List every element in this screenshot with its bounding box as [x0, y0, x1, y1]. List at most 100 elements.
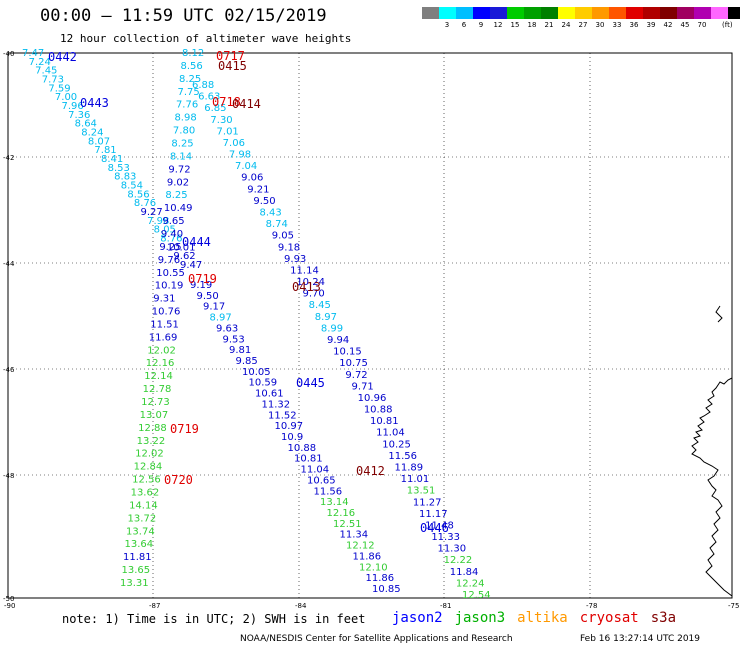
legend-label: 33	[612, 21, 622, 29]
swh-value: 8.07	[88, 136, 110, 147]
color-scale-legend	[422, 7, 740, 19]
swh-value: 10.15	[333, 347, 362, 358]
swh-value: 12.78	[143, 384, 172, 395]
pass-label-0442: 0442	[48, 50, 77, 64]
swh-value: 11.27	[413, 497, 442, 508]
swh-value: 10.76	[152, 307, 181, 318]
swh-value: 9.19	[190, 280, 212, 291]
swh-value: 12.73	[141, 397, 170, 408]
legend-swatch	[609, 7, 626, 19]
swh-value: 9.27	[141, 207, 163, 218]
swh-value: 10.85	[372, 584, 401, 595]
swh-value: 11.56	[388, 451, 417, 462]
swh-value: 8.53	[108, 163, 130, 174]
swh-value: 11.56	[314, 486, 343, 497]
swh-value: 8.45	[309, 300, 331, 311]
pass-label-0719: 0719	[170, 422, 199, 436]
longitude-label: -78	[586, 602, 597, 610]
legend-swatch	[456, 7, 473, 19]
swh-value: 13.65	[122, 565, 151, 576]
swh-value: 8.76	[160, 234, 182, 245]
legend-label: 27	[578, 21, 588, 29]
swh-value: 8.43	[260, 208, 282, 219]
swh-value: 11.81	[123, 552, 152, 563]
pass-label-0443: 0443	[80, 96, 109, 110]
swh-value: 9.76	[158, 255, 180, 266]
legend-swatch	[728, 7, 740, 19]
swh-value: 8.41	[101, 154, 123, 165]
swh-value: 7.98	[147, 216, 169, 227]
swh-value: 11.48	[425, 520, 454, 531]
pass-label-0445: 0445	[296, 376, 325, 390]
swh-value: 7.76	[176, 100, 198, 111]
swh-value: 9.71	[352, 381, 374, 392]
swh-value: 10.01	[167, 242, 196, 253]
generated-timestamp: Feb 16 13:27:14 UTC 2019	[580, 634, 700, 644]
swh-value: 11.04	[301, 465, 330, 476]
swh-value: 8.05	[154, 225, 176, 236]
swh-value: 11.51	[150, 319, 179, 330]
swh-value: 9.85	[236, 356, 258, 367]
credit-line: NOAA/NESDIS Center for Satellite Applica…	[240, 634, 513, 644]
swh-value: 13.22	[137, 436, 166, 447]
swh-value: 9.40	[161, 229, 183, 240]
swh-value: 11.01	[401, 474, 430, 485]
swh-value: 13.72	[128, 513, 157, 524]
pass-label-0412: 0412	[356, 464, 385, 478]
pass-label-0414: 0414	[232, 97, 261, 111]
swh-value: 8.56	[180, 61, 202, 72]
pass-label-0446: 0446	[420, 521, 449, 535]
latitude-label: -46	[3, 366, 15, 374]
swh-value: 8.25	[179, 74, 201, 85]
swh-value: 8.24	[81, 128, 103, 139]
swh-value: 11.30	[437, 544, 466, 555]
swh-value: 6.88	[192, 80, 214, 91]
swh-value: 8.97	[315, 312, 337, 323]
swh-value: 10.65	[307, 475, 336, 486]
swh-value: 8.83	[114, 172, 136, 183]
swh-value: 7.96	[62, 101, 84, 112]
swh-value: 7.59	[48, 83, 70, 94]
swh-value: 10.49	[164, 203, 193, 214]
swh-value: 11.34	[340, 530, 369, 541]
swh-value: 10.25	[382, 439, 411, 450]
swh-value: 9.50	[197, 291, 219, 302]
swh-value: 8.14	[170, 151, 192, 162]
swh-value: 7.81	[94, 145, 116, 156]
swh-value: 12.84	[134, 462, 163, 473]
swh-value: 7.06	[223, 138, 245, 149]
swh-value: 10.55	[156, 268, 185, 279]
swh-value: 9.02	[167, 177, 189, 188]
swh-value: 11.84	[450, 567, 479, 578]
swh-value: 13.51	[407, 486, 436, 497]
swh-value: 11.14	[290, 265, 319, 276]
swh-value: 10.81	[294, 454, 323, 465]
coastline-island	[715, 305, 723, 323]
swh-value: 12.10	[359, 562, 388, 573]
swh-value: 12.24	[456, 578, 485, 589]
legend-swatch	[524, 7, 541, 19]
legend-label: 42	[663, 21, 673, 29]
swh-value: 9.21	[247, 184, 269, 195]
swh-value: 10.97	[275, 421, 304, 432]
legend-swatch	[541, 7, 558, 19]
swh-value: 13.14	[320, 497, 349, 508]
swh-value: 6.85	[204, 103, 226, 114]
legend-label: 24	[561, 21, 571, 29]
pass-label-0415: 0415	[218, 59, 247, 73]
legend-label: 9	[478, 21, 484, 29]
swh-value: 7.75	[177, 87, 199, 98]
swh-value: 12.02	[147, 345, 176, 356]
legend-swatch	[626, 7, 643, 19]
map-frame	[7, 52, 733, 599]
swh-value: 10.05	[242, 367, 271, 378]
swh-value: 9.31	[153, 294, 175, 305]
longitude-label: -75	[728, 602, 739, 610]
swh-value: 9.63	[216, 323, 238, 334]
swh-value: 14.14	[129, 500, 158, 511]
longitude-label: -87	[149, 602, 160, 610]
swh-value: 10.96	[358, 393, 387, 404]
swh-value: 10.81	[370, 416, 399, 427]
latitude-label: -40	[3, 50, 14, 58]
